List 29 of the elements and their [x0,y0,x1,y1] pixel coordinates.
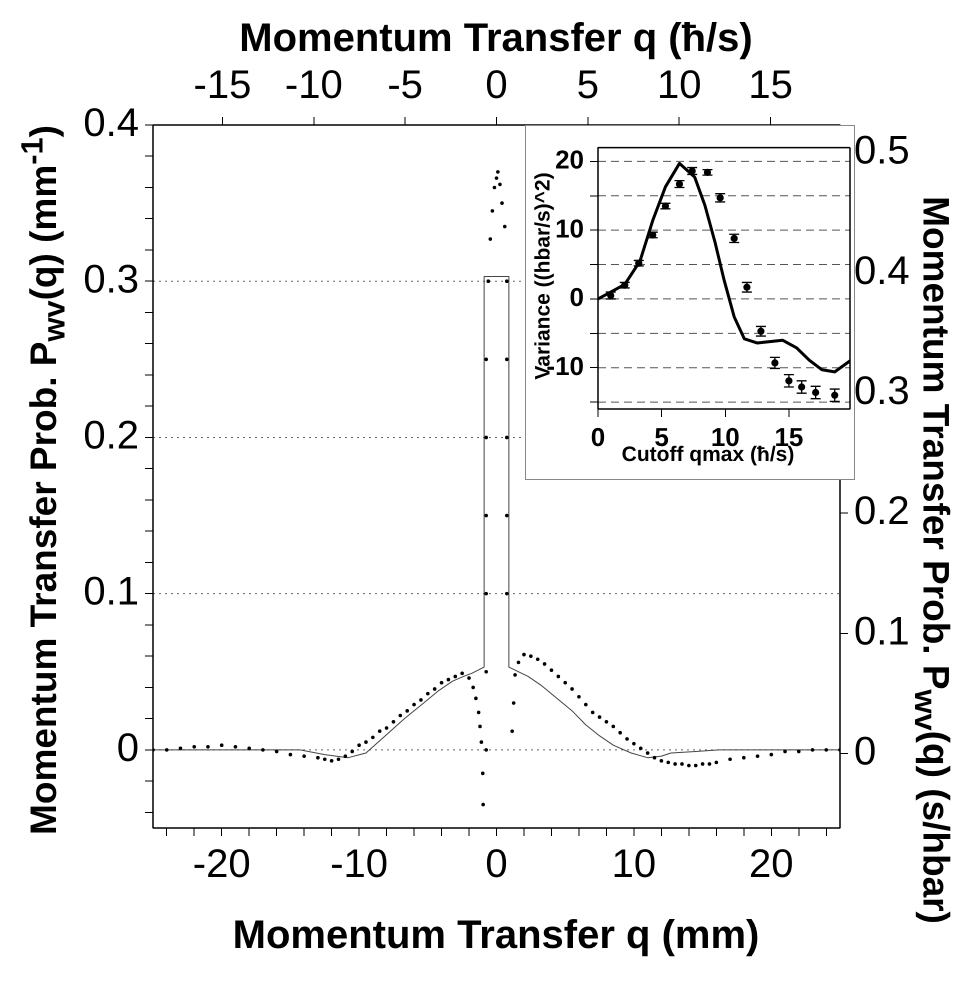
x2-tick-label: 15 [748,63,793,108]
x2-tick-label: 0 [485,63,508,108]
x-axis-title: Momentum Transfer q (mm) [232,913,760,957]
x-tick-label: -20 [192,842,251,886]
y-tick-label: 20 [555,144,584,175]
y2-tick-label: 0.4 [854,248,910,293]
y-tick-label: 10 [555,213,584,244]
y2-tick-label: 0.2 [854,489,910,534]
x2-axis-title: Momentum Transfer q (ħ/s) [239,16,753,60]
y-tick-label: 0.3 [83,257,139,302]
y-tick-label: 0.1 [83,570,139,614]
x2-tick-label: 5 [576,63,599,108]
x2-tick-label: -10 [284,63,343,108]
x-tick-label: -10 [330,842,388,886]
x2-tick-label: -15 [194,63,252,108]
x-tick-label: 0 [485,842,508,886]
x2-tick-label: -5 [387,63,423,108]
x2-tick-label: 10 [656,63,702,108]
y-tick-label: 0.4 [83,101,139,146]
y2-tick-label: 0.3 [854,369,910,414]
x-tick-label: 10 [612,842,656,886]
y-tick-label: 0 [116,726,139,770]
y2-tick-label: 0.1 [854,609,910,654]
y2-tick-label: 0.5 [854,128,910,173]
x-tick-label: 0 [590,422,606,452]
y2-tick-label: 0 [854,730,876,774]
y-tick-label: 0.2 [83,413,139,458]
y-tick-label: 0 [570,282,584,312]
x-tick-label: 20 [749,842,794,886]
